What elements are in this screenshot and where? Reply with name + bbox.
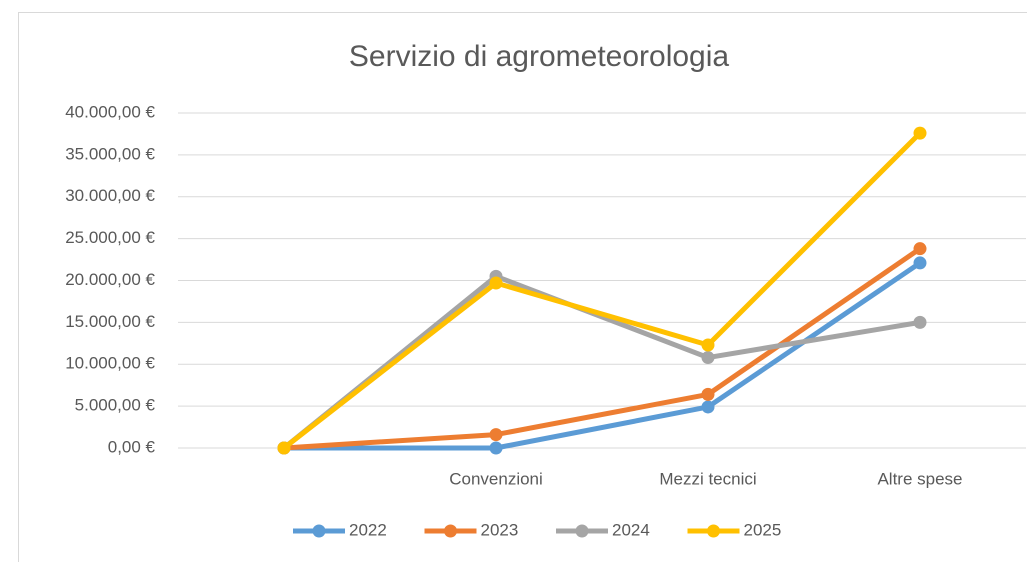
- legend-label: 2023: [481, 520, 519, 539]
- y-tick-label: 20.000,00 €: [65, 270, 155, 289]
- legend-label: 2022: [349, 520, 387, 539]
- legend-label: 2024: [612, 520, 650, 539]
- y-tick-label: 25.000,00 €: [65, 228, 155, 247]
- data-point: [913, 242, 927, 256]
- y-tick-label: 35.000,00 €: [65, 144, 155, 163]
- x-tick-label: Mezzi tecnici: [659, 469, 756, 488]
- chart-title: Servizio di agrometeorologia: [349, 40, 730, 73]
- y-tick-label: 40.000,00 €: [65, 102, 155, 121]
- data-point: [701, 338, 715, 352]
- legend-marker: [575, 524, 589, 538]
- x-tick-label: Altre spese: [877, 469, 962, 488]
- series-line: [281, 273, 923, 451]
- series-line: [281, 260, 923, 451]
- data-point: [913, 315, 927, 329]
- data-point: [701, 351, 715, 365]
- y-tick-label: 10.000,00 €: [65, 354, 155, 373]
- data-point: [913, 256, 927, 270]
- series-line: [281, 130, 923, 451]
- legend-marker: [707, 524, 720, 538]
- data-point: [489, 276, 503, 290]
- data-point: [489, 428, 503, 442]
- data-point: [277, 441, 291, 455]
- data-point: [701, 387, 715, 401]
- y-tick-label: 5.000,00 €: [75, 396, 156, 415]
- legend-marker: [312, 524, 326, 538]
- legend-label: 2025: [744, 520, 782, 539]
- data-point: [701, 400, 715, 414]
- data-point: [913, 126, 927, 140]
- legend-marker: [444, 524, 457, 538]
- y-tick-label: 15.000,00 €: [65, 312, 155, 331]
- x-tick-label: Convenzioni: [449, 469, 543, 488]
- data-point: [489, 441, 503, 455]
- series-line: [281, 246, 923, 451]
- y-tick-label: 0,00 €: [108, 437, 156, 456]
- y-tick-label: 30.000,00 €: [65, 186, 155, 205]
